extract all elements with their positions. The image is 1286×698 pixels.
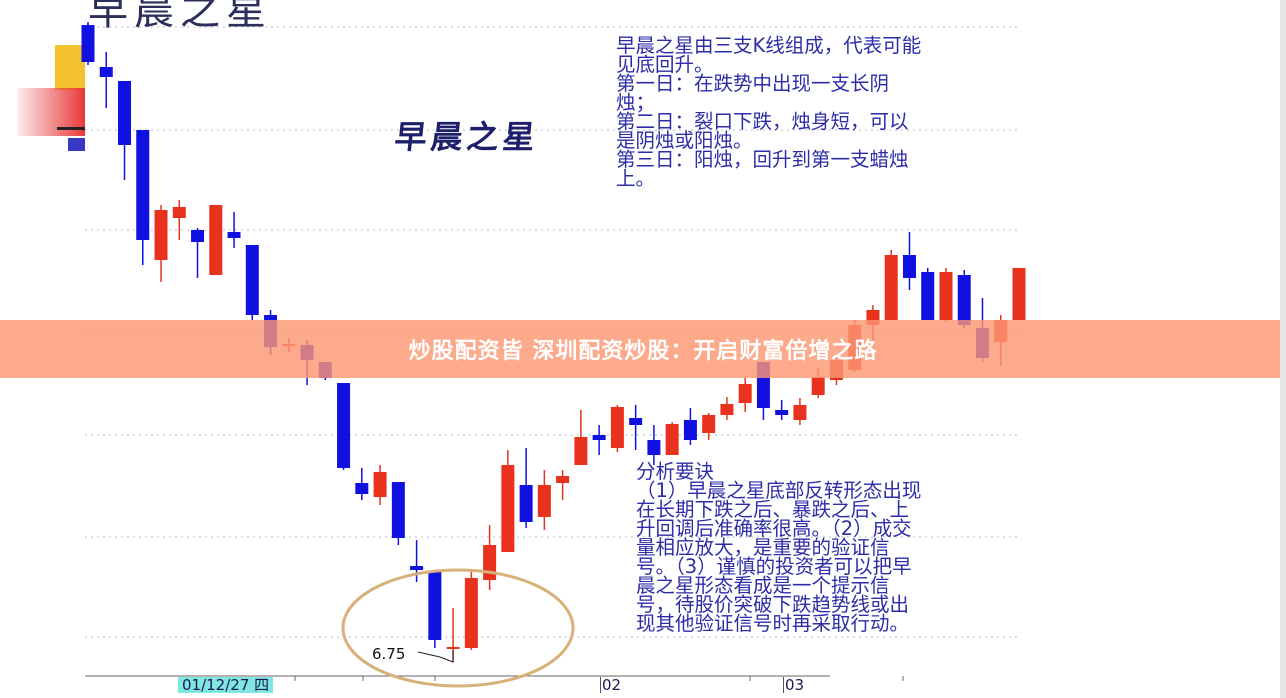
candle-down — [921, 272, 935, 320]
candle-down — [227, 232, 241, 238]
candle-down — [81, 25, 95, 62]
candle-up — [483, 545, 497, 580]
candle-up — [610, 407, 624, 448]
candle-up — [702, 415, 716, 433]
candle-up — [446, 647, 460, 649]
candle-up — [574, 437, 588, 465]
candle-down — [410, 566, 424, 570]
x-tick-label: 03 — [783, 676, 805, 694]
logo-blue-square — [68, 138, 85, 151]
analysis-line: 现其他验证信号时再采取行动。 — [636, 612, 910, 635]
candle-down — [902, 255, 916, 278]
analysis-tips: 分析要诀 （1）早晨之星底部反转形态出现 在长期下跌之后、暴跌之后、上 升回调后… — [636, 460, 1016, 635]
candle-down — [355, 483, 369, 494]
analysis-line: 量相应放大，是重要的验证信 — [636, 536, 890, 559]
candle-down — [245, 245, 259, 315]
highlight-ellipse — [341, 568, 575, 688]
candle-down — [629, 418, 643, 425]
candle-down — [683, 420, 697, 440]
candle-down — [957, 275, 971, 325]
candle-down — [428, 572, 442, 640]
ad-banner[interactable]: 炒股配资皆 深圳配资炒股：开启财富倍增之路 — [0, 320, 1286, 378]
pattern-title: 早晨之星 — [392, 118, 541, 156]
logo-black-line — [57, 127, 85, 130]
description-line: 烛； — [616, 91, 656, 114]
candle-up — [1012, 268, 1026, 320]
candle-up — [665, 424, 679, 455]
candle-up — [154, 210, 168, 260]
candle-up — [373, 472, 387, 497]
low-price-label: 6.75 — [372, 645, 406, 663]
candle-up — [720, 404, 734, 415]
candle-up — [209, 205, 223, 275]
x-tick-label: 01/12/27 四 — [178, 677, 274, 693]
description-line: 早晨之星由三支K线组成，代表可能 — [616, 34, 922, 57]
description-line: 第一日：在跌势中出现一支长阴 — [616, 72, 890, 95]
candle-up — [811, 377, 825, 395]
candle-up — [556, 476, 570, 483]
candle-up — [939, 272, 953, 320]
analysis-line: （1）早晨之星底部反转形态出现 — [636, 479, 922, 502]
description-line: 是阴烛或阳烛。 — [616, 129, 753, 152]
candle-up — [793, 405, 807, 420]
analysis-line: 晨之星形态看成是一个提示信 — [636, 574, 890, 597]
description-line: 见底回升。 — [616, 53, 714, 76]
candle-down — [775, 410, 789, 415]
candle-down — [136, 130, 150, 240]
candle-down — [391, 482, 405, 538]
analysis-line: 升回调后准确率很高。（2）成交 — [636, 517, 912, 540]
analysis-line: 号，待股价突破下跌趋势线或出 — [636, 593, 910, 616]
candle-up — [464, 578, 478, 648]
candle-down — [118, 81, 132, 145]
description-line: 第二日：裂口下跌，烛身短，可以 — [616, 110, 909, 133]
banner-text: 炒股配资皆 深圳配资炒股：开启财富倍增之路 — [408, 339, 878, 364]
analysis-line: 分析要诀 — [636, 460, 715, 483]
candle-up — [738, 384, 752, 403]
analysis-line: 在长期下跌之后、暴跌之后、上 — [636, 498, 910, 521]
description-line: 第三日：阳烛，回升到第一支蜡烛 — [616, 148, 909, 171]
candle-up — [172, 207, 186, 218]
candle-down — [519, 485, 533, 522]
analysis-line: 号。（3）谨慎的投资者可以把早 — [636, 555, 912, 578]
pattern-description: 早晨之星由三支K线组成，代表可能 见底回升。 第一日：在跌势中出现一支长阴 烛；… — [616, 34, 1016, 190]
candle-down — [592, 435, 606, 440]
candle-down — [191, 230, 205, 242]
candle-down — [99, 67, 113, 77]
description-line: 上。 — [616, 167, 656, 190]
logo-yellow-square — [55, 45, 85, 90]
x-tick-label: 02 — [600, 676, 622, 694]
candle-down — [337, 383, 351, 468]
candle-up — [537, 485, 551, 517]
candle-down — [647, 440, 661, 455]
candle-up — [501, 465, 515, 552]
candle-up — [884, 255, 898, 320]
top-title: 早晨之星 — [88, 0, 272, 34]
scrollbar-track[interactable] — [1280, 0, 1286, 698]
low-pointer-line — [417, 650, 454, 663]
